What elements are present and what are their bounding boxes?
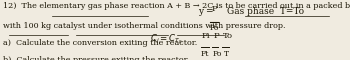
Text: Fi: Fi [202, 32, 210, 40]
Text: P: P [214, 32, 219, 40]
Text: with 100 kg catalyst under isothermal conditions with pressure drop.: with 100 kg catalyst under isothermal co… [3, 22, 285, 30]
Text: Ft: Ft [201, 50, 209, 58]
Text: Gas phase  T=To: Gas phase T=To [227, 7, 304, 16]
Text: a)  Calculate the conversion exiting the reactor.: a) Calculate the conversion exiting the … [3, 39, 197, 47]
Text: T: T [224, 50, 229, 58]
Text: $C_j = C_{T_0}$: $C_j = C_{T_0}$ [150, 32, 183, 46]
Text: Po: Po [212, 50, 222, 58]
Text: 12)  The elementary gas phase reaction A + B → 2C is to be carried out in a pack: 12) The elementary gas phase reaction A … [3, 2, 350, 10]
Text: b)  Calculate the pressure exiting the reactor.: b) Calculate the pressure exiting the re… [3, 56, 189, 60]
Text: To: To [223, 32, 233, 40]
Text: Po: Po [210, 24, 219, 32]
Text: P: P [211, 5, 217, 13]
Text: y =: y = [198, 7, 213, 16]
